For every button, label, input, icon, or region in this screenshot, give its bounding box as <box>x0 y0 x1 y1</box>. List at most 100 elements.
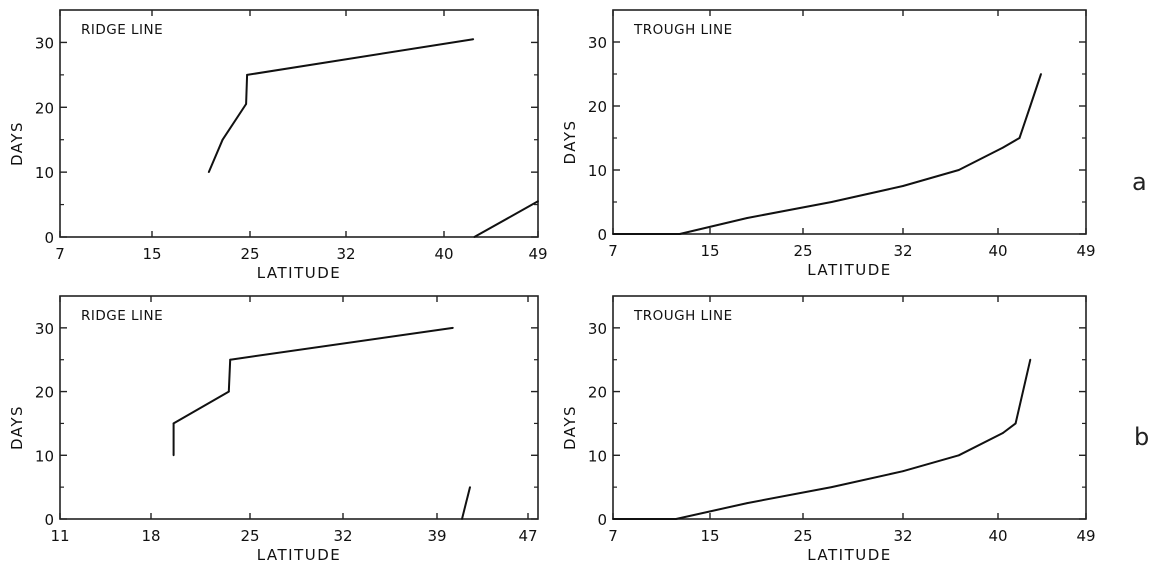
x-tick-label: 32 <box>333 527 352 545</box>
y-tick-label: 10 <box>588 162 607 180</box>
panel-title: RIDGE LINE <box>81 22 163 38</box>
chart-panel-1: 0 10 20 30 7 15 25 32 40 49 RIDGE LINE LATITUDE DAYS <box>8 9 548 282</box>
data-point <box>229 358 232 361</box>
x-tick-label: 49 <box>528 245 547 263</box>
y-axis-label: DAYS <box>8 121 26 166</box>
x-axis-label: LATITUDE <box>257 264 342 282</box>
data-point <box>207 171 210 174</box>
data-point <box>678 233 681 235</box>
data-point <box>1014 422 1017 425</box>
y-axis-label: DAYS <box>8 405 26 450</box>
y-tick-label: 20 <box>588 98 607 116</box>
plot-frame <box>612 9 1087 235</box>
data-point <box>472 38 475 41</box>
y-tick-label: 30 <box>588 320 607 338</box>
x-tick-label: 47 <box>518 527 537 545</box>
data-point <box>830 486 833 488</box>
series-line-1 <box>207 38 474 173</box>
series-line-1 <box>613 359 1032 520</box>
x-tick-label: 15 <box>700 242 719 260</box>
x-tick-label: 25 <box>793 527 812 545</box>
data-point <box>1040 73 1042 75</box>
x-axis-label: LATITUDE <box>807 261 892 279</box>
data-point <box>537 200 539 203</box>
y-tick-label: 20 <box>588 384 607 402</box>
x-tick-label: 40 <box>988 527 1007 545</box>
chart-panel-4: 0 10 20 30 7 15 25 32 40 49 TROUGH LINE LATITUDE DAY… <box>561 295 1096 564</box>
data-point <box>1018 137 1021 139</box>
y-axis-label: DAYS <box>561 119 579 164</box>
x-tick-label: 32 <box>893 242 912 260</box>
panel-title: RIDGE LINE <box>81 308 163 324</box>
y-tick-label: 0 <box>597 511 607 529</box>
y-tick-label: 30 <box>588 34 607 52</box>
x-tick-label: 40 <box>988 242 1007 260</box>
plot-frame <box>612 295 1087 520</box>
x-tick-label: 7 <box>608 242 618 260</box>
data-point <box>1029 358 1032 361</box>
data-point <box>461 518 463 520</box>
x-axis-label: LATITUDE <box>807 546 892 564</box>
x-tick-label: 49 <box>1076 527 1095 545</box>
data-point <box>172 422 175 425</box>
y-tick-label: 10 <box>35 164 54 182</box>
x-tick-label: 15 <box>700 527 719 545</box>
data-point <box>746 502 749 504</box>
y-tick-label: 20 <box>35 384 54 402</box>
data-point <box>675 518 677 520</box>
data-point <box>246 74 249 76</box>
plot-frame <box>59 295 539 520</box>
data-point <box>245 103 248 105</box>
x-tick-label: 39 <box>427 527 446 545</box>
data-point <box>221 138 224 141</box>
y-tick-label: 10 <box>588 447 607 465</box>
series-line-1 <box>613 73 1042 235</box>
y-axis-label: DAYS <box>561 405 579 450</box>
data-point <box>473 236 476 238</box>
data-point <box>830 201 833 203</box>
data-point <box>612 518 614 520</box>
data-point <box>902 185 904 187</box>
data-point <box>1002 432 1004 434</box>
panel-title: TROUGH LINE <box>633 22 733 38</box>
data-point <box>902 470 904 473</box>
x-tick-label: 15 <box>142 245 161 263</box>
y-tick-label: 0 <box>44 511 54 529</box>
x-tick-label: 40 <box>434 245 453 263</box>
data-point <box>452 327 454 329</box>
series-line-1 <box>172 326 454 456</box>
x-tick-label: 25 <box>793 242 812 260</box>
data-point <box>172 454 175 457</box>
x-tick-label: 32 <box>893 527 912 545</box>
data-point <box>227 390 230 393</box>
data-point <box>746 217 749 219</box>
x-tick-label: 25 <box>240 245 259 263</box>
y-tick-label: 30 <box>35 34 54 52</box>
row-label-b: b <box>1134 423 1150 451</box>
panel-title: TROUGH LINE <box>633 308 733 324</box>
x-tick-label: 32 <box>336 245 355 263</box>
x-axis-label: LATITUDE <box>257 546 342 564</box>
y-tick-label: 30 <box>35 320 54 338</box>
y-tick-label: 0 <box>597 226 607 244</box>
data-point <box>1029 105 1032 107</box>
data-point <box>612 233 614 235</box>
series-line-2 <box>461 486 471 520</box>
chart-panel-3: 0 10 20 30 11 18 25 32 39 47 RIDGE LINE LATITUDE DAY… <box>8 295 539 564</box>
x-tick-label: 25 <box>240 527 259 545</box>
chart-panel-2: 0 10 20 30 7 15 25 32 40 49 TROUGH LINE LATITUDE DAY… <box>561 9 1096 279</box>
series-line-2 <box>473 200 539 238</box>
x-tick-label: 11 <box>50 527 69 545</box>
x-tick-label: 18 <box>141 527 160 545</box>
y-tick-label: 10 <box>35 447 54 465</box>
data-point <box>1002 146 1004 149</box>
data-point <box>469 486 471 488</box>
data-point <box>957 454 960 457</box>
x-tick-label: 49 <box>1076 242 1095 260</box>
y-tick-label: 0 <box>44 229 54 247</box>
x-tick-label: 7 <box>55 245 65 263</box>
y-tick-label: 20 <box>35 99 54 117</box>
data-point <box>957 169 960 171</box>
row-label-a: a <box>1132 168 1147 196</box>
